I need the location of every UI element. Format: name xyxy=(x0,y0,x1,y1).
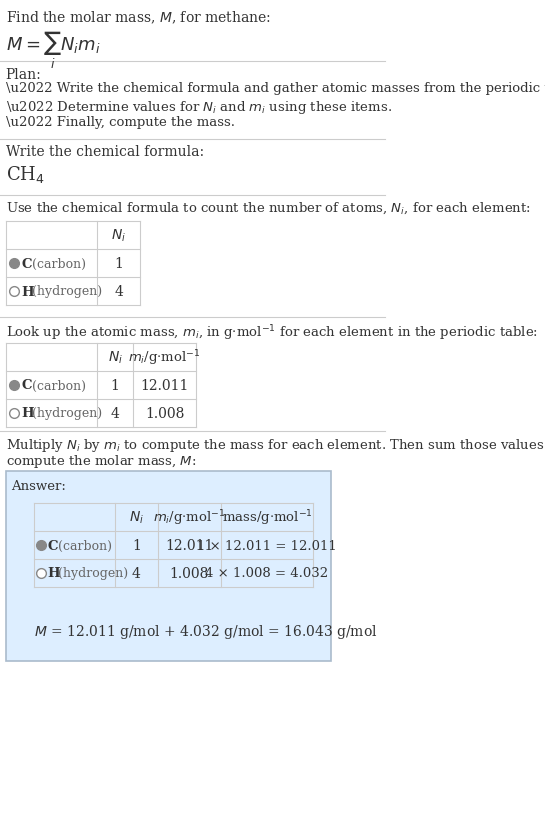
Text: 1.008: 1.008 xyxy=(145,406,184,420)
Text: $N_i$: $N_i$ xyxy=(107,350,123,366)
Text: 1.008: 1.008 xyxy=(169,566,209,581)
Text: C: C xyxy=(21,257,32,270)
Text: 4 × 1.008 = 4.032: 4 × 1.008 = 4.032 xyxy=(205,567,329,580)
Text: 4: 4 xyxy=(114,285,123,299)
Text: Plan:: Plan: xyxy=(5,68,41,82)
Text: (carbon): (carbon) xyxy=(28,379,86,392)
Text: Use the chemical formula to count the number of atoms, $N_i$, for each element:: Use the chemical formula to count the nu… xyxy=(5,201,530,216)
Text: $M = \sum_i N_i m_i$: $M = \sum_i N_i m_i$ xyxy=(5,30,100,71)
Text: 12.011: 12.011 xyxy=(141,378,189,392)
Text: (hydrogen): (hydrogen) xyxy=(54,567,129,580)
Text: (hydrogen): (hydrogen) xyxy=(28,285,102,298)
Text: 1 × 12.011 = 12.011: 1 × 12.011 = 12.011 xyxy=(197,539,337,552)
Text: \u2022 Determine values for $N_i$ and $m_i$ using these items.: \u2022 Determine values for $N_i$ and $m… xyxy=(5,99,392,115)
Text: H: H xyxy=(21,407,34,420)
Text: Look up the atomic mass, $m_i$, in g$\cdot$mol$^{-1}$ for each element in the pe: Look up the atomic mass, $m_i$, in g$\cd… xyxy=(5,323,538,342)
Text: 12.011: 12.011 xyxy=(165,538,214,552)
Text: C: C xyxy=(47,539,58,552)
Text: 1: 1 xyxy=(132,538,141,552)
Text: \u2022 Finally, compute the mass.: \u2022 Finally, compute the mass. xyxy=(5,115,235,129)
Text: \u2022 Write the chemical formula and gather atomic masses from the periodic tab: \u2022 Write the chemical formula and ga… xyxy=(5,82,545,95)
Text: mass/g$\cdot$mol$^{-1}$: mass/g$\cdot$mol$^{-1}$ xyxy=(221,508,312,527)
Text: (carbon): (carbon) xyxy=(54,539,112,552)
Text: (carbon): (carbon) xyxy=(28,257,86,270)
Text: (hydrogen): (hydrogen) xyxy=(28,407,102,420)
Text: 4: 4 xyxy=(132,566,141,581)
Text: H: H xyxy=(47,567,60,580)
Text: H: H xyxy=(21,285,34,298)
Text: Multiply $N_i$ by $m_i$ to compute the mass for each element. Then sum those val: Multiply $N_i$ by $m_i$ to compute the m… xyxy=(5,437,545,454)
Text: $N_i$: $N_i$ xyxy=(111,228,126,244)
FancyBboxPatch shape xyxy=(5,472,330,661)
Text: $M$ = 12.011 g/mol + 4.032 g/mol = 16.043 g/mol: $M$ = 12.011 g/mol + 4.032 g/mol = 16.04… xyxy=(34,622,377,640)
Text: C: C xyxy=(21,379,32,392)
Text: $N_i$: $N_i$ xyxy=(129,509,144,526)
Text: $m_i$/g$\cdot$mol$^{-1}$: $m_i$/g$\cdot$mol$^{-1}$ xyxy=(128,348,201,368)
Text: Find the molar mass, $M$, for methane:: Find the molar mass, $M$, for methane: xyxy=(5,10,271,26)
Text: $m_i$/g$\cdot$mol$^{-1}$: $m_i$/g$\cdot$mol$^{-1}$ xyxy=(153,508,226,527)
Text: compute the molar mass, $M$:: compute the molar mass, $M$: xyxy=(5,452,196,469)
Text: Answer:: Answer: xyxy=(11,479,66,492)
Text: CH$_4$: CH$_4$ xyxy=(5,164,45,185)
Text: Write the chemical formula:: Write the chemical formula: xyxy=(5,145,204,159)
Text: 1: 1 xyxy=(114,256,123,270)
Text: 4: 4 xyxy=(111,406,119,420)
Text: 1: 1 xyxy=(111,378,119,392)
